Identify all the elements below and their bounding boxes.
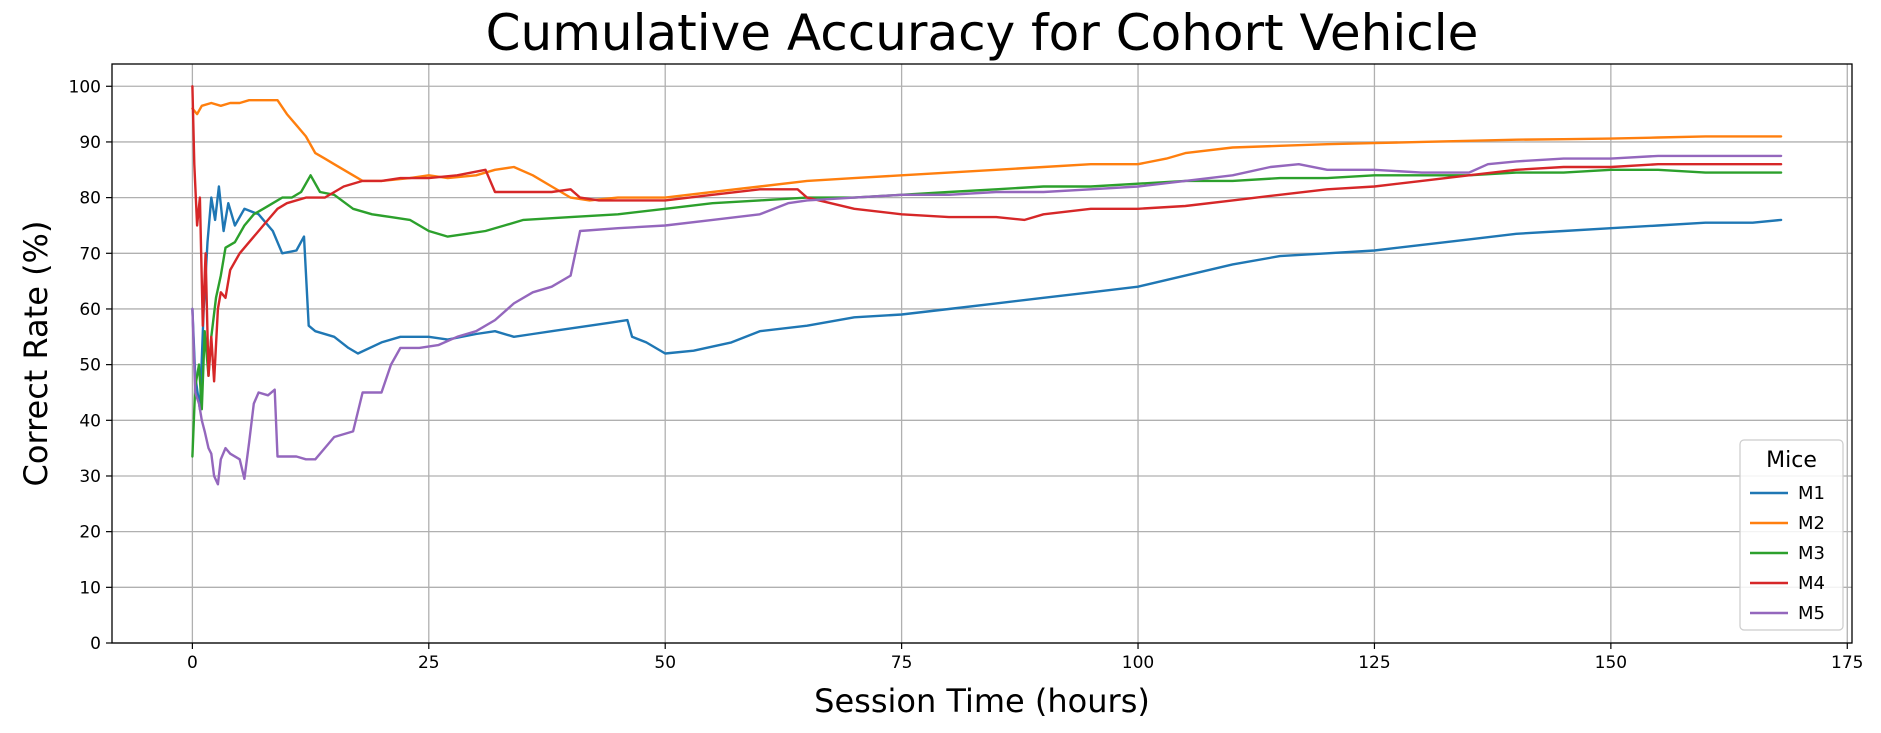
legend-label-m1: M1 xyxy=(1798,483,1825,504)
series-line-m3 xyxy=(191,168,1783,458)
x-tick-label: 100 xyxy=(1122,653,1154,673)
legend-label-m5: M5 xyxy=(1798,603,1825,624)
y-tick-label: 70 xyxy=(79,244,101,264)
y-tick-label: 0 xyxy=(90,634,101,654)
x-tick-label: 50 xyxy=(654,653,676,673)
x-tick-label: 125 xyxy=(1358,653,1390,673)
y-tick-label: 40 xyxy=(79,411,101,431)
y-tick-label: 30 xyxy=(79,467,101,487)
y-tick-label: 90 xyxy=(79,133,101,153)
y-tick-label: 60 xyxy=(79,300,101,320)
series-line-m1 xyxy=(191,185,1783,411)
series-line-m4 xyxy=(191,85,1783,383)
x-tick-label: 25 xyxy=(418,653,440,673)
legend-label-m3: M3 xyxy=(1798,543,1825,564)
x-axis-title: Session Time (hours) xyxy=(814,682,1150,720)
x-tick-label: 75 xyxy=(891,653,913,673)
plot-frame xyxy=(111,63,1853,644)
y-tick-label: 100 xyxy=(69,77,101,97)
y-tick-label: 10 xyxy=(79,578,101,598)
y-tick-label: 20 xyxy=(79,523,101,543)
legend: Mice M1 M2 M3 M4 M5 xyxy=(1739,439,1844,631)
series-lines xyxy=(191,85,1783,486)
legend-title: Mice xyxy=(1766,448,1817,473)
series-line-m5 xyxy=(191,154,1783,486)
y-tick-label: 50 xyxy=(79,356,101,376)
legend-label-m4: M4 xyxy=(1798,573,1825,594)
legend-items: M1 M2 M3 M4 M5 xyxy=(1750,483,1825,624)
x-tick-label: 175 xyxy=(1831,653,1863,673)
legend-label-m2: M2 xyxy=(1798,513,1825,534)
grid-lines xyxy=(112,64,1852,644)
chart-title: Cumulative Accuracy for Cohort Vehicle xyxy=(486,4,1479,62)
y-axis-title: Correct Rate (%) xyxy=(17,221,55,487)
x-tick-label: 0 xyxy=(187,653,198,673)
axis-ticks: 0 25 50 75 100 125 150 175 0 10 20 30 40 50 60 70 80 90 10… xyxy=(69,77,1864,673)
x-tick-label: 150 xyxy=(1595,653,1627,673)
series-line-m2 xyxy=(191,98,1783,202)
y-tick-label: 80 xyxy=(79,189,101,209)
